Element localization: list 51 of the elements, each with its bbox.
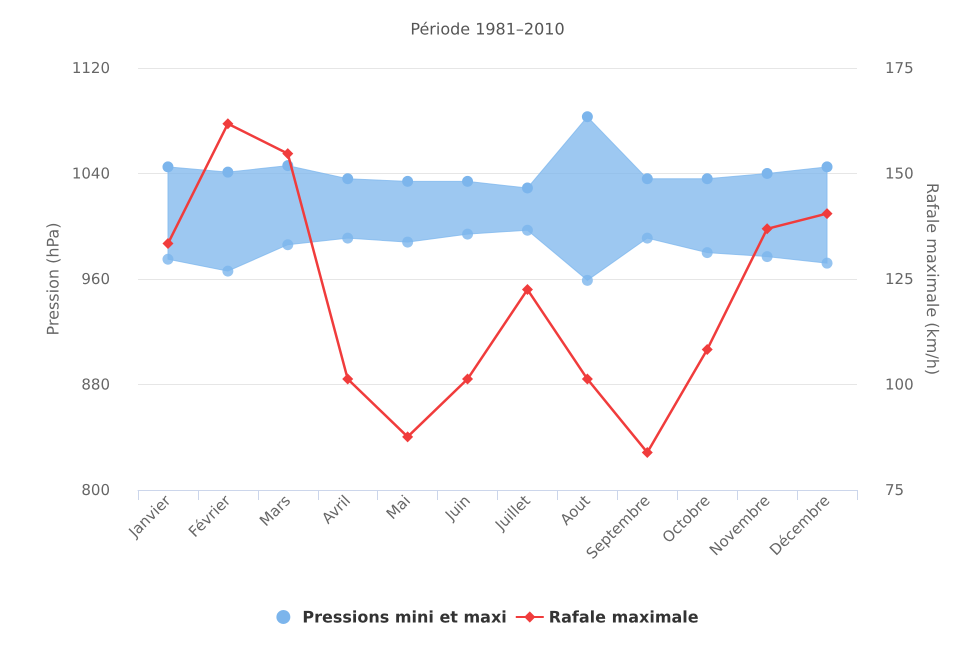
y2-tick-label: 125 [885, 270, 914, 288]
point [642, 173, 653, 184]
y2-tick-label: 150 [885, 164, 914, 182]
x-tick-label: Mai [382, 492, 414, 523]
point [162, 161, 174, 172]
point [702, 344, 713, 355]
point [822, 161, 833, 172]
point [162, 238, 174, 250]
point [822, 258, 833, 269]
point [582, 374, 593, 385]
y2-tick-label: 75 [885, 481, 904, 499]
point [342, 173, 354, 184]
point [222, 166, 234, 178]
point [462, 374, 474, 385]
point [522, 224, 533, 236]
point [642, 232, 653, 244]
y-tick-label: 1120 [72, 59, 110, 77]
y2-tick-label: 175 [885, 59, 914, 77]
point [762, 223, 773, 234]
point [522, 182, 533, 194]
point [222, 118, 234, 130]
y-tick-label: 800 [81, 481, 110, 499]
y-tick-label: 880 [81, 376, 110, 394]
point [282, 239, 294, 250]
point [522, 284, 533, 296]
chart-title: Période 1981–2010 [410, 20, 565, 38]
y-axis-title: Pression (hPa) [43, 222, 62, 336]
point [642, 446, 653, 458]
y-tick-label: 960 [81, 270, 110, 288]
point [462, 176, 474, 187]
point [342, 232, 354, 244]
point [162, 254, 174, 265]
point [222, 266, 234, 277]
point [582, 111, 593, 122]
point [462, 228, 474, 240]
y-tick-label: 1040 [72, 164, 110, 182]
point [342, 374, 354, 385]
legend-label: Pressions mini et maxi [302, 608, 507, 626]
point [702, 173, 713, 184]
point [282, 148, 294, 160]
point [702, 247, 713, 258]
point [822, 208, 833, 220]
point [402, 176, 414, 187]
y2-axis-title: Rafale maximale (km/h) [923, 182, 942, 376]
point [402, 431, 414, 442]
point [582, 274, 593, 286]
legend-label: Rafale maximale [548, 608, 699, 626]
point [402, 236, 414, 248]
y2-tick-label: 100 [885, 376, 914, 394]
point [762, 168, 773, 179]
point [762, 251, 773, 262]
